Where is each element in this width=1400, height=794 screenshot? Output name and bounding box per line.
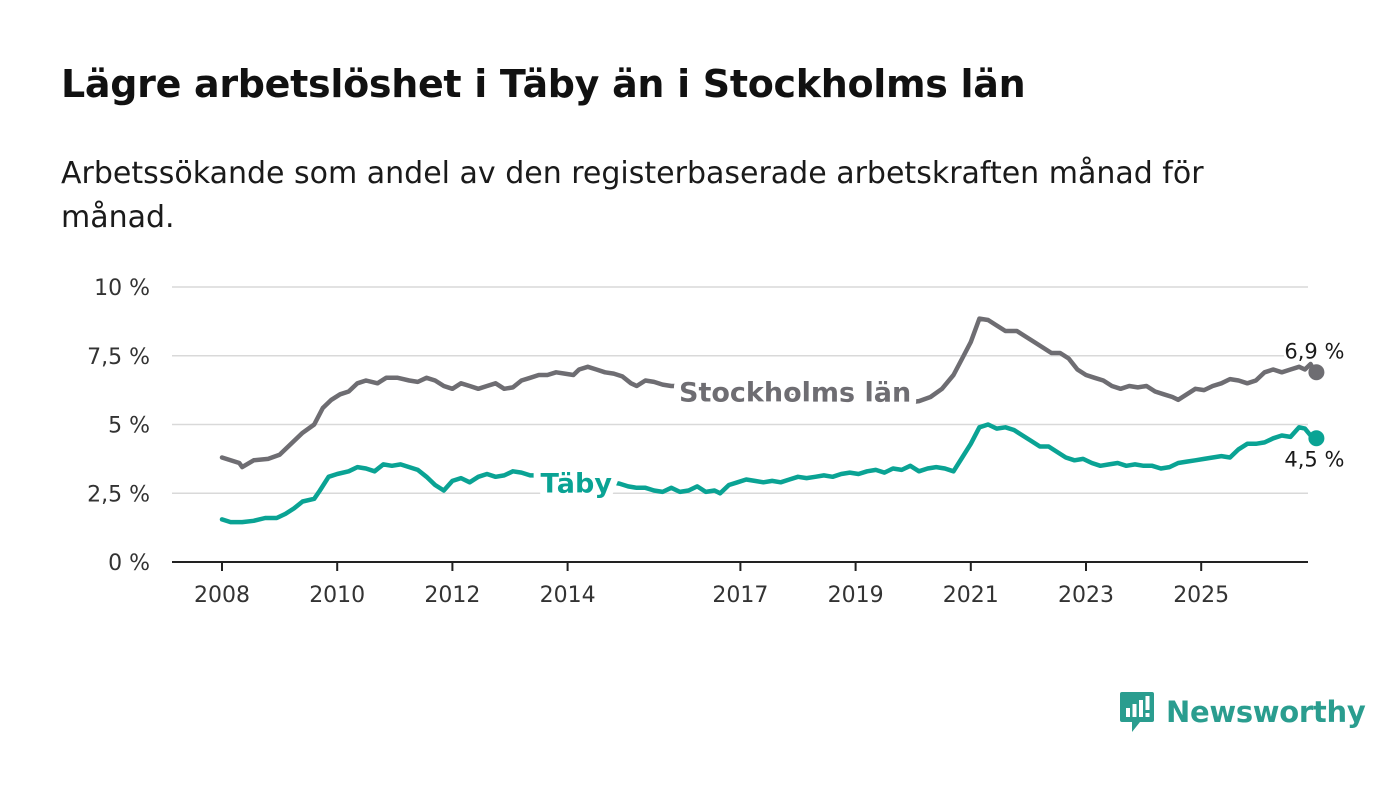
x-tick-label: 2010 — [309, 583, 365, 608]
x-axis-ticks: 2008 2010 2012 2014 2017 2019 2021 2023 2025 — [194, 562, 1229, 608]
series-line-taby — [219, 422, 1319, 525]
x-tick-label: 2019 — [828, 583, 884, 608]
series-label-stockholm: Stockholms län — [679, 378, 911, 409]
series-labels: Stockholms län 6,9 % Täby 4,5 % — [534, 337, 1347, 507]
x-tick-label: 2008 — [194, 583, 250, 608]
series-label-taby: Täby — [541, 468, 613, 499]
series-lines — [219, 316, 1325, 525]
y-tick-label: 10 % — [94, 276, 150, 301]
x-tick-label: 2025 — [1173, 583, 1229, 608]
gridlines — [172, 286, 1308, 494]
x-tick-label: 2014 — [540, 583, 596, 608]
end-value-label-taby: 4,5 % — [1284, 447, 1344, 471]
x-tick-label: 2012 — [424, 583, 480, 608]
chart-subtitle: Arbetssökande som andel av den registerb… — [61, 156, 1204, 235]
y-tick-label: 0 % — [108, 551, 150, 576]
chart-title: Lägre arbetslöshet i Täby än i Stockholm… — [61, 62, 1026, 106]
end-value-label-stockholm: 6,9 % — [1284, 339, 1344, 363]
end-point-stockholm — [1308, 364, 1325, 381]
newsworthy-brand: Newsworthy — [1118, 690, 1366, 734]
brand-name: Newsworthy — [1166, 695, 1366, 729]
y-axis-ticks: 0 % 2,5 % 5 % 7,5 % 10 % — [87, 276, 150, 576]
newsworthy-logo-icon — [1120, 692, 1154, 732]
y-tick-label: 2,5 % — [87, 482, 150, 507]
y-tick-label: 5 % — [108, 414, 150, 439]
x-tick-label: 2017 — [712, 583, 768, 608]
y-tick-label: 7,5 % — [87, 345, 150, 370]
series-line-stockholm — [219, 316, 1319, 470]
x-tick-label: 2023 — [1058, 583, 1114, 608]
end-point-taby — [1308, 430, 1325, 447]
x-tick-label: 2021 — [943, 583, 999, 608]
